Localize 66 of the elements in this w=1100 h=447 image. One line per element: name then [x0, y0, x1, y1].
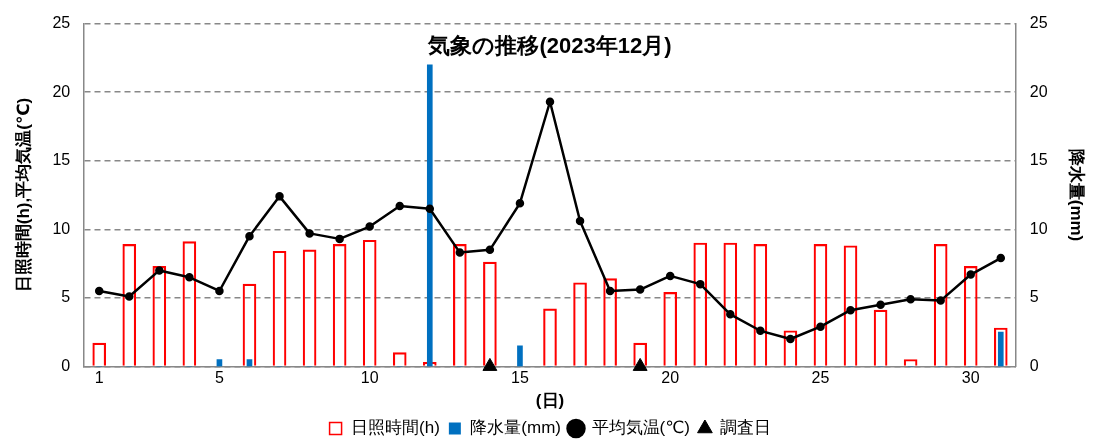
- point: [485, 245, 495, 255]
- point: [605, 286, 615, 296]
- bar: [813, 244, 828, 366]
- point: [906, 294, 915, 304]
- y-tick-label: 5: [61, 288, 71, 306]
- point: [786, 334, 795, 344]
- point: [726, 310, 735, 319]
- x-tick-label: 15: [511, 369, 529, 387]
- point: [455, 248, 465, 257]
- point: [545, 97, 555, 107]
- point: [635, 285, 645, 294]
- point: [515, 198, 525, 208]
- point: [936, 296, 945, 305]
- y-tick-label: 15: [52, 151, 71, 169]
- y-tick-label: 20: [52, 82, 71, 100]
- x-tick-label: 30: [961, 369, 980, 387]
- point: [215, 286, 224, 296]
- y2-tick-label: 15: [1029, 151, 1048, 169]
- point: [996, 253, 1006, 263]
- y2-tick-label: 0: [1029, 356, 1039, 374]
- point: [365, 222, 374, 231]
- bar: [182, 241, 197, 366]
- point: [275, 192, 284, 201]
- point: [125, 292, 134, 301]
- legend-label: 調査日: [720, 418, 772, 438]
- x-tick-label: 1: [94, 369, 104, 387]
- point: [185, 273, 194, 282]
- point: [696, 279, 705, 289]
- point: [575, 216, 585, 226]
- bar: [693, 242, 708, 366]
- point: [395, 201, 404, 211]
- bar: [933, 244, 948, 366]
- point: [876, 300, 885, 309]
- y2-tick-label: 5: [1029, 288, 1039, 306]
- y-tick-label: 10: [52, 219, 71, 237]
- point: [816, 322, 825, 331]
- point: [245, 231, 254, 241]
- chart-title: 気象の推移(2023年12月): [427, 32, 672, 58]
- y-tick-label: 25: [52, 14, 71, 32]
- x-tick-label: 25: [811, 369, 830, 387]
- point: [846, 305, 855, 315]
- y-tick-label: 0: [61, 356, 71, 374]
- x-tick-label: 10: [360, 369, 379, 387]
- y2-tick-label: 25: [1029, 14, 1048, 32]
- point: [756, 326, 765, 335]
- x-axis-title: (日): [535, 391, 565, 411]
- legend-label: 降水量(mm): [470, 418, 562, 438]
- point: [305, 229, 314, 238]
- point: [665, 271, 675, 281]
- bar: [122, 244, 137, 366]
- y2-tick-label: 20: [1029, 82, 1048, 100]
- bar: [753, 244, 768, 366]
- legend-label: 日照時間(h): [351, 418, 440, 438]
- point: [335, 234, 344, 244]
- point: [425, 204, 435, 213]
- point: [155, 266, 164, 275]
- point: [966, 270, 975, 279]
- y-axis-title: 日照時間(h),平均気温(℃): [13, 97, 33, 293]
- y2-axis-title: 降水量(mm): [1067, 148, 1087, 242]
- point: [94, 286, 104, 296]
- legend-label: 平均気温(℃): [591, 418, 690, 438]
- bar: [517, 345, 523, 367]
- y2-tick-label: 10: [1029, 219, 1048, 237]
- x-tick-label: 5: [214, 369, 224, 387]
- x-tick-label: 20: [661, 369, 680, 387]
- bar: [723, 242, 738, 366]
